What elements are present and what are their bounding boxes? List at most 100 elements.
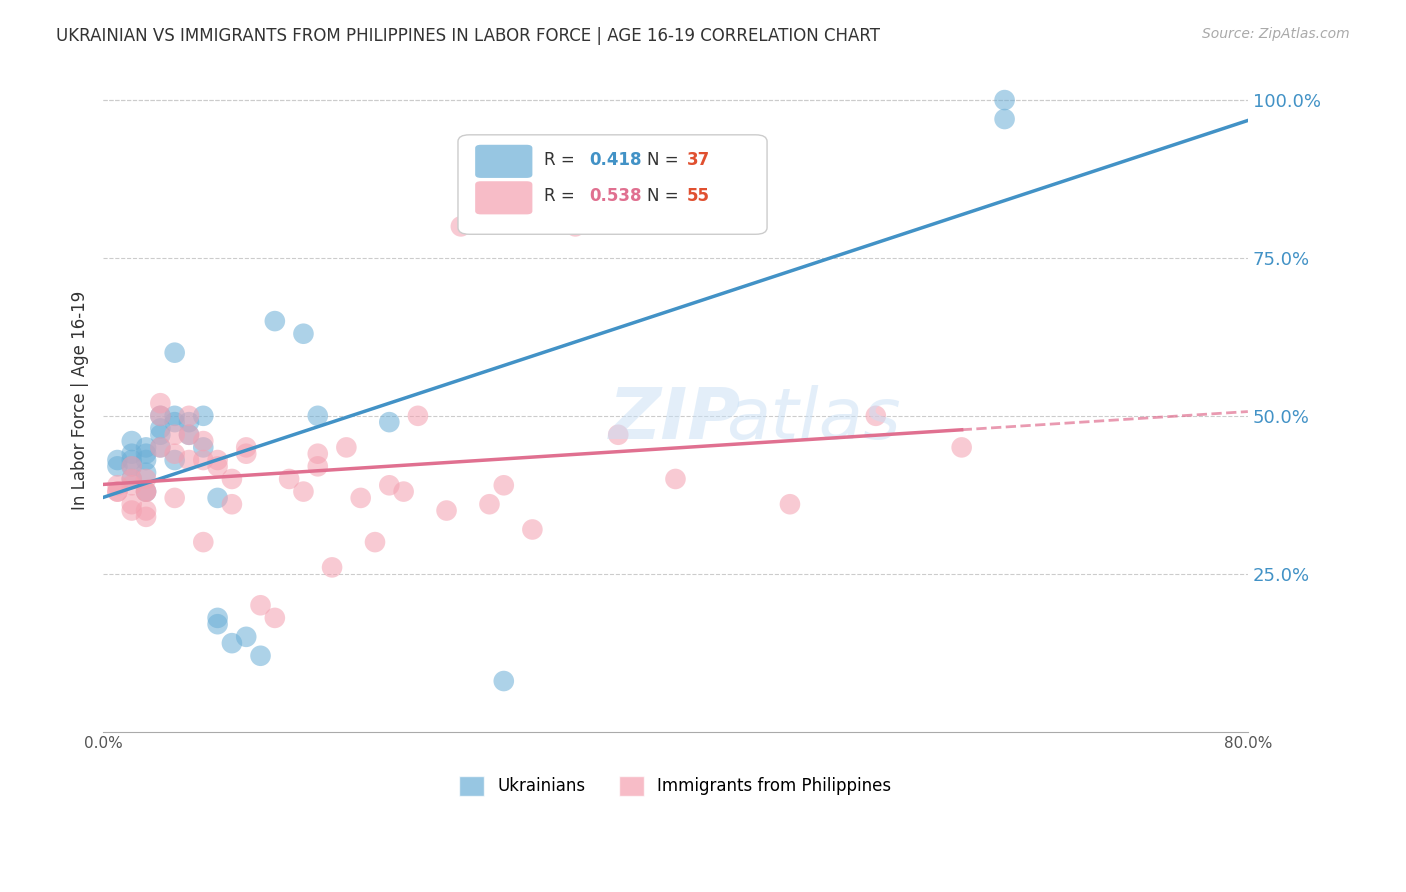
Point (121, 472, 143, 486)
Point (307, 459, 329, 474)
FancyBboxPatch shape (458, 135, 768, 235)
Point (193, 409, 215, 423)
Point (163, 447, 186, 461)
Point (406, 409, 429, 423)
Point (436, 503, 458, 517)
Point (350, 491, 373, 505)
Point (107, 453, 129, 467)
Point (221, 472, 243, 486)
Point (135, 447, 157, 461)
Point (121, 459, 143, 474)
Point (335, 441, 357, 455)
Text: ZIP: ZIP (609, 385, 741, 454)
Point (163, 453, 186, 467)
Point (163, 409, 186, 423)
Point (321, 560, 343, 574)
Text: UKRAINIAN VS IMMIGRANTS FROM PHILIPPINES IN LABOR FORCE | AGE 16-19 CORRELATION : UKRAINIAN VS IMMIGRANTS FROM PHILIPPINES… (56, 27, 880, 45)
Text: N =: N = (647, 151, 683, 169)
Point (221, 497, 243, 511)
Point (364, 535, 387, 549)
Point (135, 441, 157, 455)
Point (135, 484, 157, 499)
Point (149, 441, 172, 455)
Point (121, 503, 143, 517)
Point (994, 93, 1017, 107)
Point (121, 472, 143, 486)
FancyBboxPatch shape (475, 181, 533, 214)
Point (121, 478, 143, 492)
Point (779, 497, 801, 511)
Point (149, 441, 172, 455)
Point (177, 415, 200, 429)
Point (121, 447, 143, 461)
Point (664, 472, 686, 486)
Point (292, 484, 315, 499)
Point (478, 497, 501, 511)
FancyBboxPatch shape (475, 145, 533, 178)
Point (149, 409, 172, 423)
Point (121, 434, 143, 448)
Point (177, 409, 200, 423)
Text: R =: R = (544, 187, 579, 205)
Point (235, 441, 257, 455)
Point (221, 636, 243, 650)
Point (865, 409, 887, 423)
Point (207, 453, 229, 467)
Point (207, 611, 229, 625)
Point (177, 427, 200, 442)
Point (292, 326, 315, 341)
Point (135, 472, 157, 486)
Point (207, 617, 229, 632)
Point (163, 345, 186, 359)
Point (121, 453, 143, 467)
Point (135, 484, 157, 499)
Point (522, 523, 544, 537)
Text: 0.418: 0.418 (589, 151, 643, 169)
Point (307, 409, 329, 423)
Point (235, 447, 257, 461)
Point (107, 459, 129, 474)
Point (135, 503, 157, 517)
Point (950, 441, 973, 455)
Point (163, 491, 186, 505)
Point (450, 219, 472, 234)
Point (378, 478, 401, 492)
Point (307, 447, 329, 461)
Text: Source: ZipAtlas.com: Source: ZipAtlas.com (1202, 27, 1350, 41)
Point (135, 453, 157, 467)
Text: 55: 55 (688, 187, 710, 205)
Point (207, 491, 229, 505)
Point (492, 673, 515, 688)
Point (263, 314, 285, 328)
Text: R =: R = (544, 151, 579, 169)
Point (163, 415, 186, 429)
Point (177, 453, 200, 467)
Point (135, 484, 157, 499)
Point (135, 509, 157, 524)
Point (564, 219, 586, 234)
Point (135, 466, 157, 480)
Text: 37: 37 (688, 151, 710, 169)
Point (193, 441, 215, 455)
Point (249, 648, 271, 663)
Point (149, 421, 172, 435)
Point (278, 472, 301, 486)
Point (193, 434, 215, 448)
Point (121, 459, 143, 474)
Point (263, 611, 285, 625)
Y-axis label: In Labor Force | Age 16-19: In Labor Force | Age 16-19 (72, 291, 89, 509)
Point (193, 453, 215, 467)
Point (994, 112, 1017, 126)
Point (107, 484, 129, 499)
Point (149, 396, 172, 410)
Point (607, 427, 630, 442)
Text: 0.538: 0.538 (589, 187, 643, 205)
Point (249, 599, 271, 613)
Text: atlas: atlas (725, 385, 900, 454)
Point (235, 630, 257, 644)
Point (492, 478, 515, 492)
Point (177, 427, 200, 442)
Point (163, 427, 186, 442)
Point (107, 478, 129, 492)
Point (193, 535, 215, 549)
